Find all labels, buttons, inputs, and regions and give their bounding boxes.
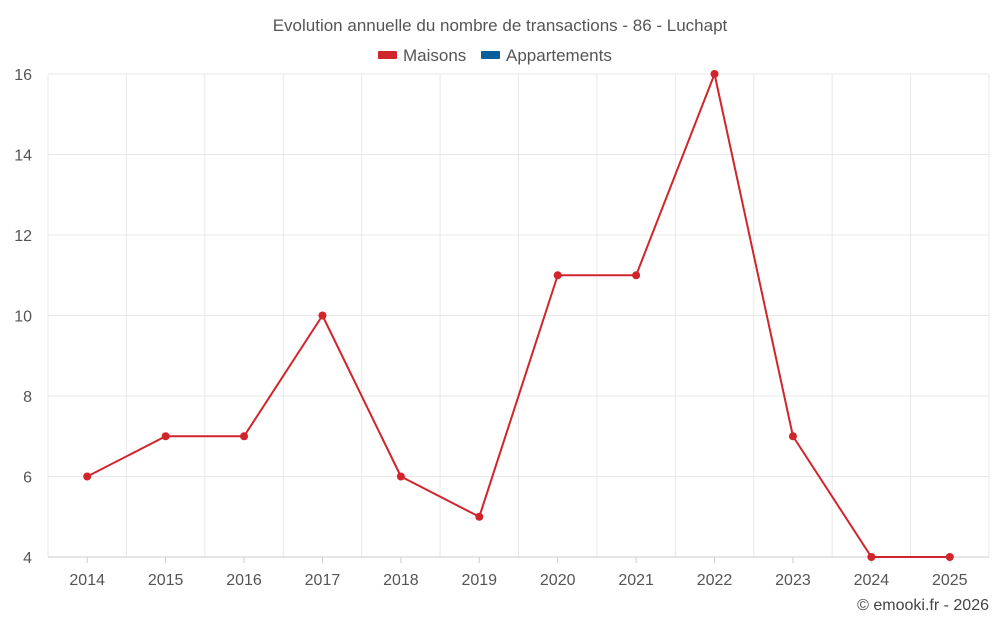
data-point[interactable]	[475, 512, 484, 521]
x-tick-label: 2014	[69, 572, 105, 589]
chart-title: Evolution annuelle du nombre de transact…	[273, 16, 728, 35]
x-tick-label: 2024	[854, 572, 890, 589]
data-point[interactable]	[240, 432, 249, 441]
data-point[interactable]	[945, 553, 954, 561]
grid	[47, 73, 990, 558]
x-tick-label: 2015	[148, 572, 184, 589]
y-tick-label: 16	[14, 67, 32, 84]
legend-swatch-maisons[interactable]	[378, 51, 397, 59]
legend[interactable]: Maisons Appartements	[378, 46, 612, 65]
legend-swatch-appartements[interactable]	[481, 51, 500, 59]
data-point[interactable]	[867, 553, 876, 561]
x-tick-label: 2020	[540, 572, 576, 589]
x-tick-label: 2023	[775, 572, 811, 589]
series-maisons	[83, 70, 954, 561]
x-tick-label: 2018	[383, 572, 419, 589]
data-point[interactable]	[788, 432, 797, 441]
y-tick-label: 6	[23, 470, 32, 487]
data-point[interactable]	[553, 271, 562, 280]
data-point[interactable]	[318, 311, 327, 320]
data-point[interactable]	[396, 472, 405, 481]
x-axis-ticks: 2014 2015 2016 2017 2018 2019 2020 2021 2022 2023…	[69, 557, 968, 589]
x-tick-label: 2022	[697, 572, 733, 589]
x-tick-label: 2025	[932, 572, 968, 589]
y-tick-label: 8	[23, 389, 32, 406]
data-point[interactable]	[161, 432, 170, 441]
y-tick-label: 4	[23, 550, 32, 567]
credit-text: © emooki.fr - 2026	[857, 597, 989, 614]
x-tick-label: 2017	[305, 572, 341, 589]
legend-label-maisons[interactable]: Maisons	[403, 46, 466, 65]
legend-label-appartements[interactable]: Appartements	[506, 46, 612, 65]
y-tick-label: 10	[14, 309, 32, 326]
data-point[interactable]	[632, 271, 641, 280]
data-point[interactable]	[83, 472, 92, 481]
x-tick-label: 2019	[461, 572, 497, 589]
x-tick-label: 2021	[618, 572, 654, 589]
y-axis-ticks: 4 6 8 10 12 14 16	[14, 67, 32, 567]
x-tick-label: 2016	[226, 572, 262, 589]
y-tick-label: 14	[14, 148, 32, 165]
series-line-maisons	[86, 73, 950, 558]
y-tick-label: 12	[14, 228, 32, 245]
data-point[interactable]	[710, 70, 719, 78]
